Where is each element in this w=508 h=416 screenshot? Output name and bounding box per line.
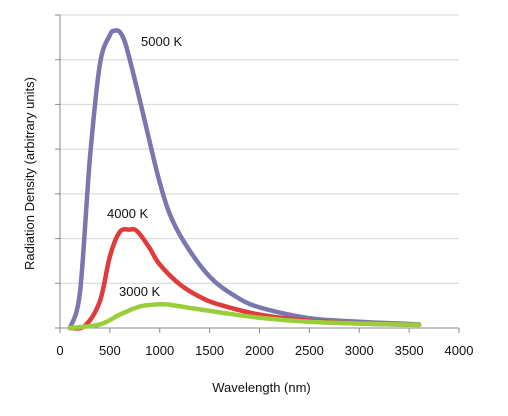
series-label: 5000 K <box>141 34 183 49</box>
x-tick-label: 0 <box>56 343 63 358</box>
x-axis-title: Wavelength (nm) <box>212 380 311 395</box>
x-tick-label: 1000 <box>145 343 174 358</box>
x-tick-label: 2000 <box>245 343 274 358</box>
x-tick-label: 2500 <box>295 343 324 358</box>
x-tick-label: 500 <box>99 343 121 358</box>
y-axis-title: Radiation Density (arbitrary units) <box>22 77 37 270</box>
x-tick-label: 1500 <box>195 343 224 358</box>
series-line-5000-k <box>67 28 422 331</box>
series-line-4000-k <box>67 226 422 331</box>
series-line-3000-k <box>67 301 422 331</box>
x-tick-label: 4000 <box>445 343 474 358</box>
series-label: 4000 K <box>107 206 149 221</box>
x-tick-label: 3000 <box>345 343 374 358</box>
series-label: 3000 K <box>119 284 161 299</box>
x-tick-label: 3500 <box>395 343 424 358</box>
